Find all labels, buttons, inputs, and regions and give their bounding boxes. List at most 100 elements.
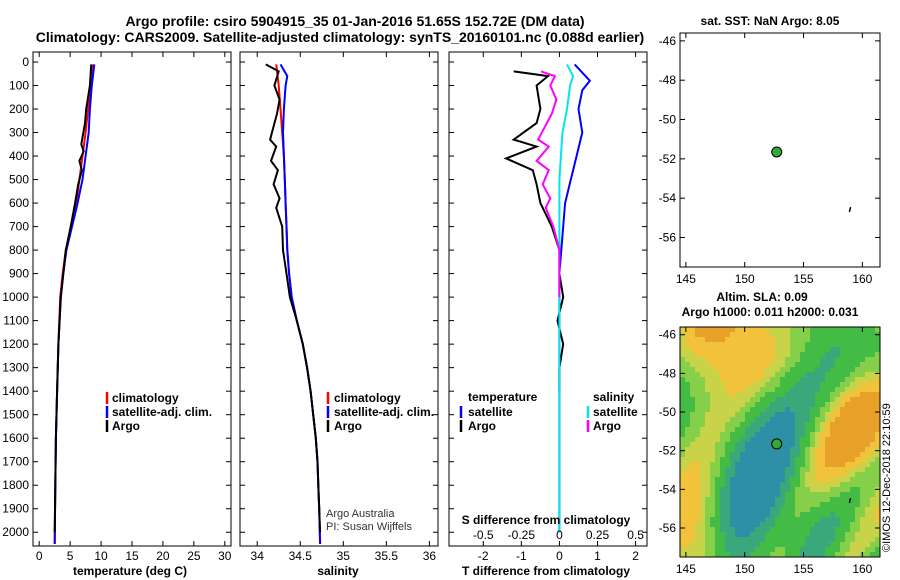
sla-cell (775, 407, 781, 413)
sla-cell (690, 367, 696, 373)
sla-cell (760, 422, 766, 428)
sla-cell (860, 352, 866, 358)
sla-cell (825, 447, 831, 453)
sla-cell (785, 522, 791, 528)
sla-cell (760, 522, 766, 528)
sla-cell (700, 442, 706, 448)
sla-cell (680, 467, 686, 473)
sla-cell (745, 522, 751, 528)
sla-cell (740, 472, 746, 478)
sla-cell (720, 492, 726, 498)
sla-cell (805, 402, 811, 408)
sla-cell (845, 547, 851, 553)
sla-cell (725, 507, 731, 513)
sla-cell (705, 497, 711, 503)
sla-cell (860, 492, 866, 498)
sla-cell (705, 352, 711, 358)
sla-cell (855, 377, 861, 383)
sla-cell (690, 397, 696, 403)
sla-cell (725, 342, 731, 348)
sla-cell (800, 522, 806, 528)
sla-cell (805, 542, 811, 548)
sla-cell (785, 512, 791, 518)
sla-cell (785, 427, 791, 433)
sla-cell (855, 472, 861, 478)
sla-cell (845, 372, 851, 378)
sla-cell (695, 332, 701, 338)
sla-cell (865, 437, 871, 443)
sla-cell (760, 372, 766, 378)
sla-cell (810, 387, 816, 393)
sla-cell (740, 407, 746, 413)
sla-cell (820, 512, 826, 518)
sla-cell (745, 377, 751, 383)
sla-cell (840, 382, 846, 388)
sla-cell (685, 467, 691, 473)
sla-cell (840, 477, 846, 483)
sla-cell (755, 387, 761, 393)
sla-cell (730, 397, 736, 403)
sla-cell (805, 492, 811, 498)
sla-cell (765, 457, 771, 463)
sla-cell (695, 547, 701, 553)
sla-cell (775, 452, 781, 458)
sla-cell (785, 552, 791, 557)
sla-cell (870, 482, 876, 488)
sla-cell (720, 402, 726, 408)
sla-cell (795, 372, 801, 378)
sla-cell (715, 527, 721, 533)
sla-cell (780, 537, 786, 543)
sla-cell (820, 327, 826, 333)
sla-cell (855, 367, 861, 373)
sla-cell (875, 347, 880, 353)
sla-cell (680, 422, 686, 428)
sla-cell (680, 502, 686, 508)
sla-cell (855, 532, 861, 538)
sla-cell (705, 437, 711, 443)
sla-cell (820, 452, 826, 458)
sla-cell (720, 327, 726, 333)
sla-cell (805, 462, 811, 468)
sla-cell (765, 522, 771, 528)
sla-cell (825, 462, 831, 468)
sla-cell (840, 387, 846, 393)
sla-cell (805, 437, 811, 443)
sla-cell (875, 457, 880, 463)
sla-cell (725, 367, 731, 373)
sla-cell (840, 407, 846, 413)
sla-cell (710, 417, 716, 423)
sla-cell (810, 417, 816, 423)
sla-cell (730, 452, 736, 458)
x-tick-label: 0 (36, 549, 43, 563)
sla-cell (860, 357, 866, 363)
sla-cell (825, 432, 831, 438)
sla-cell (850, 327, 856, 333)
sla-cell (735, 532, 741, 538)
sla-cell (815, 342, 821, 348)
sla-cell (860, 362, 866, 368)
sla-cell (830, 397, 836, 403)
sla-cell (865, 512, 871, 518)
sla-cell (725, 407, 731, 413)
sla-cell (745, 442, 751, 448)
sla-cell (710, 472, 716, 478)
sla-cell (690, 387, 696, 393)
sla-cell (865, 477, 871, 483)
sla-cell (865, 342, 871, 348)
sla-cell (690, 447, 696, 453)
sla-cell (700, 347, 706, 353)
sla-cell (750, 347, 756, 353)
sla-cell (720, 362, 726, 368)
sla-cell (795, 512, 801, 518)
sla-cell (785, 467, 791, 473)
sla-cell (690, 507, 696, 513)
sla-cell (685, 492, 691, 498)
sla-cell (730, 532, 736, 538)
sla-cell (755, 462, 761, 468)
sla-cell (855, 507, 861, 513)
sla-cell (825, 397, 831, 403)
sla-cell (710, 412, 716, 418)
sla-cell (775, 477, 781, 483)
sla-cell (785, 367, 791, 373)
sla-cell (860, 377, 866, 383)
